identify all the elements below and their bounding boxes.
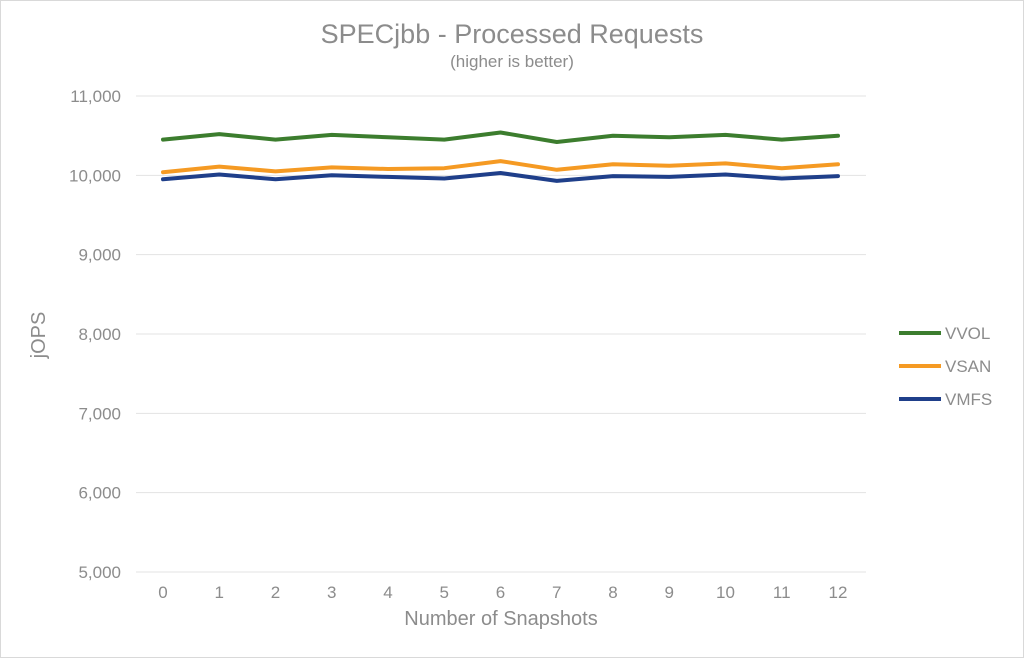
legend-label: VVOL: [945, 324, 990, 343]
chart-subtitle: (higher is better): [450, 52, 574, 71]
y-tick-label: 6,000: [78, 484, 121, 503]
x-tick-label: 6: [496, 583, 505, 602]
x-tick-label: 10: [716, 583, 735, 602]
x-tick-label: 7: [552, 583, 561, 602]
chart-title: SPECjbb - Processed Requests: [321, 19, 704, 49]
y-tick-label: 8,000: [78, 325, 121, 344]
x-tick-label: 8: [608, 583, 617, 602]
y-tick-label: 11,000: [70, 87, 121, 106]
series-line-vsan: [161, 159, 840, 175]
series-line-vvol: [161, 130, 840, 144]
x-tick-label: 4: [383, 583, 392, 602]
x-tick-label: 2: [271, 583, 280, 602]
legend-label: VSAN: [945, 357, 991, 376]
legend-item-vsan: VSAN: [899, 357, 991, 376]
x-tick-label: 5: [440, 583, 449, 602]
y-tick-label: 7,000: [78, 404, 121, 423]
gridlines: [136, 95, 866, 573]
series-line-vmfs: [161, 171, 840, 183]
x-tick-label: 1: [215, 583, 224, 602]
x-axis-label: Number of Snapshots: [404, 608, 597, 630]
y-axis-label: jOPS: [28, 312, 50, 360]
x-tick-label: 12: [829, 583, 848, 602]
legend-item-vvol: VVOL: [899, 324, 990, 343]
y-axis-ticks: 5,000 6,000 7,000 8,000 9,000 10,000 11,000: [69, 87, 121, 582]
x-tick-label: 3: [327, 583, 336, 602]
legend: VVOL VSAN VMFS: [899, 324, 992, 409]
legend-label: VMFS: [945, 390, 992, 409]
x-axis-ticks: 0 1 2 3 4 5 6 7 8 9 10 11 12: [158, 583, 847, 602]
y-tick-label: 9,000: [78, 246, 121, 265]
x-tick-label: 0: [158, 583, 167, 602]
series-lines: [161, 130, 840, 183]
x-tick-label: 11: [773, 583, 791, 602]
x-tick-label: 9: [665, 583, 674, 602]
y-tick-label: 5,000: [78, 563, 121, 582]
y-tick-label: 10,000: [69, 166, 121, 185]
legend-item-vmfs: VMFS: [899, 390, 992, 409]
